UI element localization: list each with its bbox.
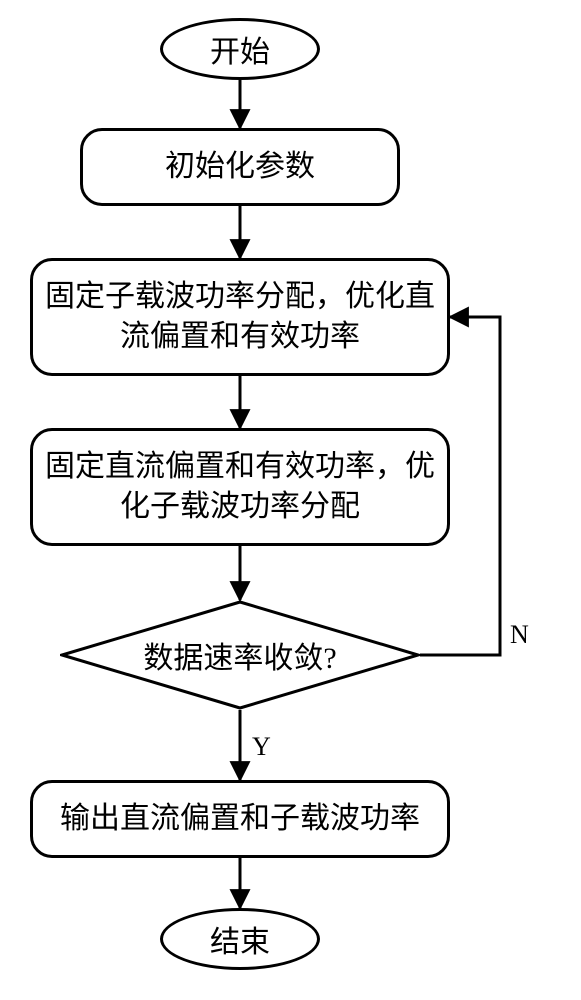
init-params-label: 初始化参数 bbox=[165, 147, 315, 188]
optimize-bias-power-node: 固定子载波功率分配，优化直流偏置和有效功率 bbox=[30, 258, 450, 376]
decision-node: 数据速率收敛? bbox=[60, 600, 420, 710]
edge-label-no: N bbox=[510, 620, 529, 650]
flowchart-container: 开始 初始化参数 固定子载波功率分配，优化直流偏置和有效功率 固定直流偏置和有效… bbox=[0, 0, 581, 1000]
end-label: 结束 bbox=[210, 917, 270, 961]
start-label: 开始 bbox=[210, 27, 270, 71]
optimize-subcarrier-node: 固定直流偏置和有效功率，优化子载波功率分配 bbox=[30, 428, 450, 546]
output-node: 输出直流偏置和子载波功率 bbox=[30, 780, 450, 858]
output-label: 输出直流偏置和子载波功率 bbox=[60, 799, 420, 840]
start-node: 开始 bbox=[160, 18, 320, 80]
end-node: 结束 bbox=[160, 908, 320, 970]
init-params-node: 初始化参数 bbox=[80, 128, 400, 206]
optimize-bias-power-label: 固定子载波功率分配，优化直流偏置和有效功率 bbox=[45, 277, 435, 358]
edge-label-yes: Y bbox=[252, 732, 271, 762]
optimize-subcarrier-label: 固定直流偏置和有效功率，优化子载波功率分配 bbox=[45, 447, 435, 528]
